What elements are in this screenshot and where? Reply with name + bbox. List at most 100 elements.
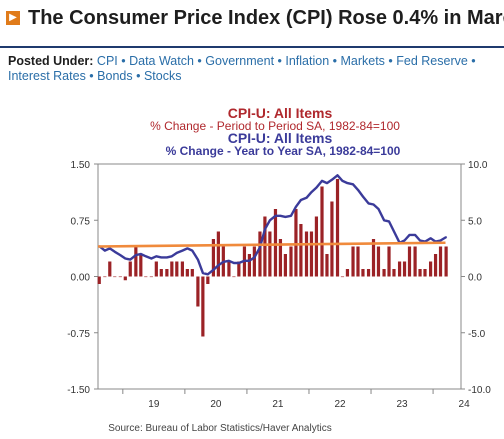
- bar-mark: [97, 276, 101, 284]
- bar-mark: [190, 269, 194, 277]
- yoy-point: [222, 260, 225, 263]
- x-tick-label: 20: [210, 399, 222, 410]
- yoy-point: [372, 203, 375, 206]
- yoy-point: [264, 228, 266, 231]
- tag-link-inflation[interactable]: Inflation: [285, 54, 330, 68]
- left-tick-label: -1.50: [67, 385, 90, 396]
- line-series: [97, 174, 448, 276]
- tag-link-fed-reserve[interactable]: Fed Reserve: [396, 54, 468, 68]
- yoy-point: [248, 259, 251, 262]
- yoy-point: [165, 256, 168, 259]
- yoy-point: [274, 214, 277, 217]
- yoy-point: [445, 236, 448, 239]
- yoy-point: [326, 182, 328, 185]
- yoy-point: [315, 186, 318, 189]
- yoy-point: [331, 178, 333, 181]
- bar-mark: [211, 239, 216, 277]
- bar-mark: [139, 254, 143, 277]
- left-tick-label: -0.75: [67, 329, 90, 340]
- left-axis: 1.50 0.75 0.00 -0.75 -1.50: [67, 160, 98, 396]
- bar-mark: [278, 239, 283, 277]
- bar-series: [97, 179, 448, 337]
- right-tick-label: -10.0: [468, 385, 491, 396]
- yoy-point: [170, 255, 173, 258]
- chart-source: Source: Bureau of Labor Statistics/Haver…: [108, 423, 331, 434]
- yoy-point: [191, 249, 194, 252]
- bar-mark: [356, 246, 360, 277]
- tag-separator: •: [467, 54, 476, 68]
- yoy-point: [439, 239, 442, 242]
- tag-link-cpi[interactable]: CPI: [96, 54, 118, 68]
- bar-mark: [423, 269, 427, 277]
- tag-link-stocks[interactable]: Stocks: [143, 69, 182, 83]
- bar-mark: [314, 216, 319, 277]
- tag-link-bonds[interactable]: Bonds: [97, 69, 133, 83]
- yoy-point: [206, 273, 209, 276]
- yoy-point: [103, 249, 106, 252]
- bar-mark: [232, 276, 236, 278]
- chart-subtitle-period: % Change - Period to Period SA, 1982-84=…: [150, 119, 400, 133]
- bar-mark: [438, 246, 443, 277]
- chart-title-period: CPI-U: All Items: [228, 105, 333, 121]
- yoy-point: [268, 219, 271, 222]
- yoy-point: [305, 196, 308, 199]
- yoy-point: [150, 257, 153, 260]
- bar-mark: [237, 261, 241, 277]
- right-tick-label: 0.0: [468, 273, 482, 284]
- yoy-point: [336, 174, 339, 177]
- bar-mark: [309, 231, 314, 277]
- bar-mark: [252, 246, 256, 277]
- x-tick-label: 21: [272, 399, 284, 410]
- yoy-point: [186, 247, 189, 250]
- bar-mark: [392, 269, 396, 277]
- right-axis: 10.0 5.0 0.0 -5.0 -10.0: [461, 160, 491, 396]
- bar-mark: [196, 276, 200, 307]
- tag-link-data-watch[interactable]: Data Watch: [129, 54, 194, 68]
- tag-link-markets[interactable]: Markets: [340, 54, 385, 68]
- yoy-point: [144, 255, 147, 258]
- page-header: ▶ The Consumer Price Index (CPI) Rose 0.…: [0, 0, 504, 48]
- bar-mark: [299, 224, 303, 277]
- bar-mark: [283, 254, 287, 277]
- bar-mark: [418, 269, 422, 277]
- bar-mark: [216, 231, 220, 277]
- yoy-point: [362, 195, 364, 198]
- yoy-point: [341, 179, 344, 182]
- x-axis: 19 20 21 22 23 24: [122, 389, 470, 410]
- bar-mark: [159, 269, 163, 277]
- bar-mark: [330, 201, 334, 277]
- yoy-point: [129, 258, 132, 261]
- bar-mark: [170, 261, 174, 277]
- bar-mark: [335, 179, 340, 277]
- bar-mark: [304, 231, 309, 277]
- yoy-point: [217, 264, 220, 267]
- yoy-point: [357, 188, 359, 191]
- yoy-point: [377, 208, 380, 210]
- yoy-point: [419, 239, 421, 242]
- tag-link-government[interactable]: Government: [205, 54, 275, 68]
- yoy-point: [367, 202, 370, 205]
- yoy-point: [279, 214, 282, 217]
- yoy-point: [201, 272, 204, 275]
- right-tick-label: 10.0: [468, 160, 488, 171]
- bar-mark: [118, 276, 122, 278]
- right-tick-label: 5.0: [468, 216, 482, 227]
- posted-under: Posted Under: CPI • Data Watch • Governm…: [8, 54, 500, 84]
- bar-mark: [371, 239, 376, 277]
- yoy-point: [139, 253, 142, 255]
- bar-mark: [376, 246, 381, 277]
- bar-mark: [201, 276, 205, 337]
- bar-mark: [227, 261, 231, 277]
- tag-separator: •: [329, 54, 341, 68]
- bar-mark: [413, 246, 417, 277]
- tag-separator: •: [85, 69, 98, 83]
- tag-link-interest-rates[interactable]: Interest Rates: [8, 69, 86, 83]
- yoy-point: [346, 182, 349, 185]
- cpi-chart: CPI-U: All Items % Change - Period to Pe…: [67, 105, 491, 434]
- bar-mark: [340, 276, 345, 278]
- bar-mark: [128, 261, 132, 277]
- yoy-point: [237, 262, 240, 264]
- x-tick-label: 19: [148, 399, 160, 410]
- bar-mark: [382, 269, 386, 277]
- arrow-right-icon: ▶: [6, 11, 20, 25]
